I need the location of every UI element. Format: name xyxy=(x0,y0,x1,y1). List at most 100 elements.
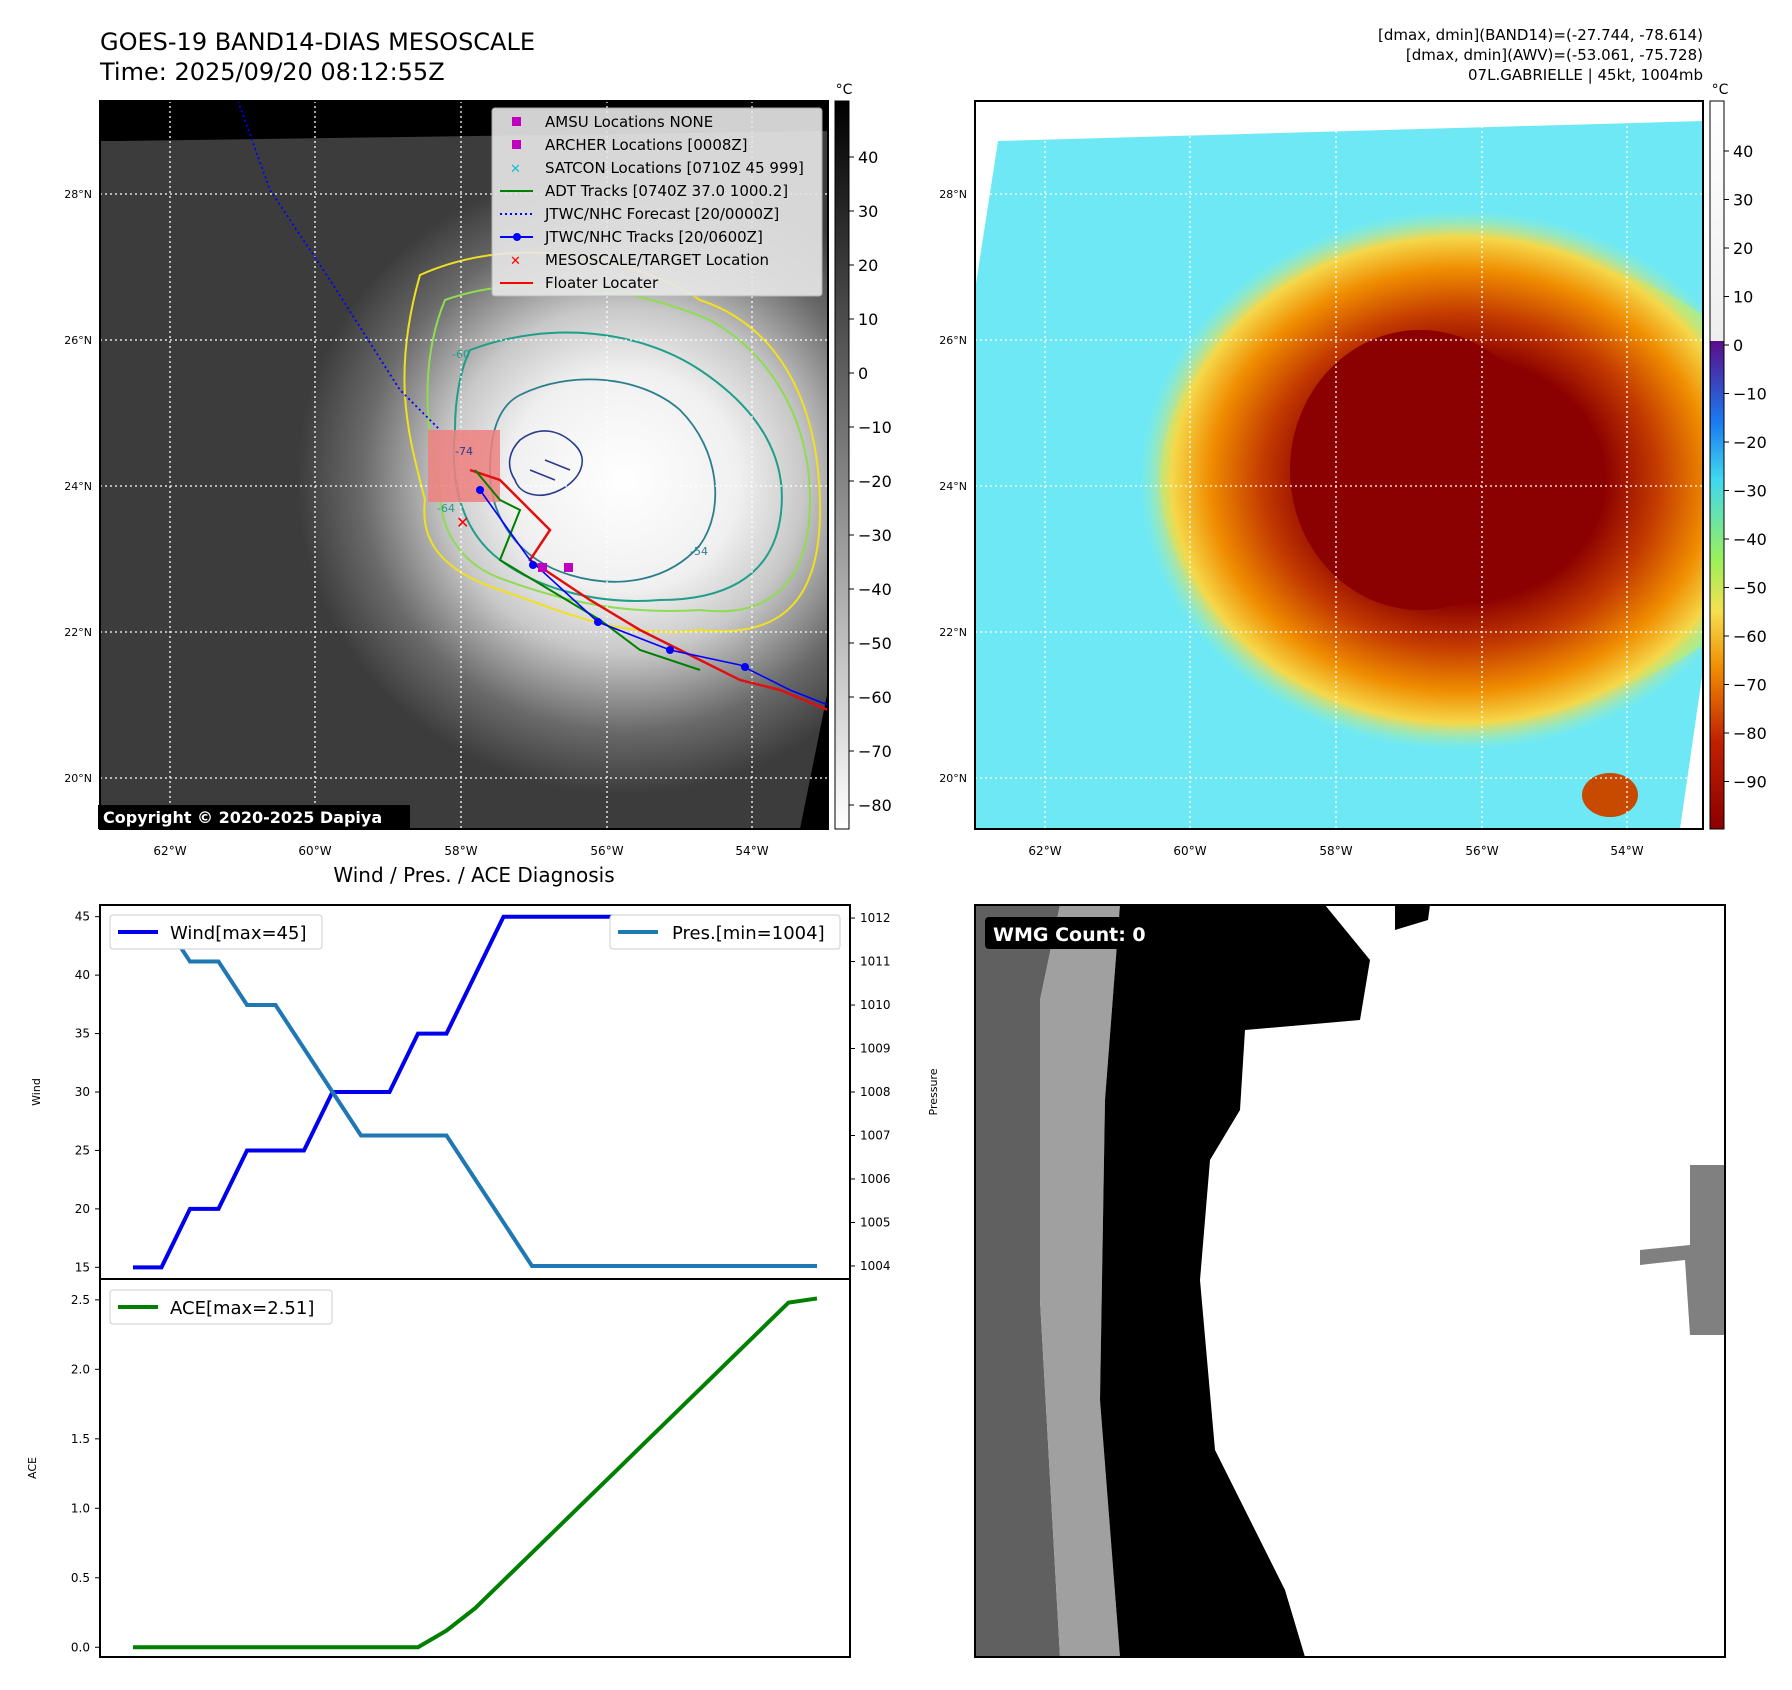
wmg-gray-patch xyxy=(1640,1165,1725,1335)
wind-tick-label: 40 xyxy=(75,968,90,982)
awv-lat-label: 22°N xyxy=(939,626,967,639)
legend-label: JTWC/NHC Tracks [20/0600Z] xyxy=(544,228,763,246)
awv-lat-label: 26°N xyxy=(939,334,967,347)
copyright-text: Copyright © 2020-2025 Dapiya xyxy=(103,808,382,827)
ir-lat-label: 24°N xyxy=(64,480,92,493)
ace-axis-label: ACE xyxy=(26,1457,39,1479)
contour-label: -64 xyxy=(437,502,455,515)
awv-colorbar-tick-label: −90 xyxy=(1733,773,1767,792)
legend-item: Floater Locater xyxy=(500,274,659,292)
legend-marker-dot xyxy=(513,233,521,241)
awv-colorbar xyxy=(1709,100,1725,830)
wind-pressure-chart: Wind Pressure 15 20 25 30 35 40 45 1004 1005 1006… xyxy=(30,904,940,1280)
mesoscale-target-marker: ✕ xyxy=(456,513,469,532)
awv-colorbar-tick-label: 30 xyxy=(1733,191,1753,210)
jtwc-track-point xyxy=(529,561,537,569)
pressure-tick-label: 1006 xyxy=(860,1172,891,1186)
ir-colorbar xyxy=(834,100,850,830)
ir-colorbar-tick-label: 40 xyxy=(858,148,878,167)
floater-locater-track xyxy=(469,468,828,712)
adt-track xyxy=(474,469,701,671)
jtwc-track-point xyxy=(594,618,602,626)
wmg-count-badge xyxy=(985,917,1173,949)
awv-map-frame xyxy=(974,100,1704,830)
jtwc-forecast-track xyxy=(237,101,441,431)
ir-lat-label: 26°N xyxy=(64,334,92,347)
ir-lon-label: 62°W xyxy=(153,844,186,858)
wmg-dark-gray-band xyxy=(975,905,1060,1657)
stats-awv: [dmax, dmin](AWV)=(-53.061, -75.728) xyxy=(1406,46,1703,64)
ir-lat-label: 22°N xyxy=(64,626,92,639)
awv-colorbar-tick-label: −30 xyxy=(1733,482,1767,501)
contour-label: -54 xyxy=(690,545,708,558)
ir-colorbar-tick-label: −60 xyxy=(858,688,892,707)
wind-tick-label: 30 xyxy=(75,1085,90,1099)
awv-colorbar-tick-label: 0 xyxy=(1733,336,1743,355)
legend-marker-square xyxy=(512,140,521,149)
awv-lat-label: 20°N xyxy=(939,772,967,785)
awv-colorbar-tick-label: −50 xyxy=(1733,579,1767,598)
wind-tick-label: 15 xyxy=(75,1260,90,1274)
wind-tick-label: 25 xyxy=(75,1143,90,1157)
awv-colorbar-tick-label: −80 xyxy=(1733,724,1767,743)
pressure-tick-label: 1010 xyxy=(860,998,891,1012)
awv-colorbar-unit: °C xyxy=(1712,82,1729,98)
awv-core xyxy=(1290,330,1550,610)
jtwc-track-point xyxy=(741,663,749,671)
floater-box xyxy=(428,430,500,502)
archer-location xyxy=(564,563,573,572)
legend-item: ADT Tracks [0740Z 37.0 1000.2] xyxy=(500,182,788,200)
wmg-black-band xyxy=(1100,905,1370,1657)
awv-lon-label: 56°W xyxy=(1465,844,1498,858)
awv-colorbar-tick-label: −70 xyxy=(1733,676,1767,695)
diagnosis-title: Wind / Pres. / ACE Diagnosis xyxy=(333,863,614,887)
wmg-light-gray-band xyxy=(1040,905,1120,1657)
wind-tick-label: 20 xyxy=(75,1202,90,1216)
legend-item: JTWC/NHC Tracks [20/0600Z] xyxy=(500,228,763,246)
legend-item: ARCHER Locations [0008Z] xyxy=(512,136,748,154)
ir-colorbar-tick-label: −10 xyxy=(858,418,892,437)
legend-item: ✕ MESOSCALE/TARGET Location xyxy=(510,251,769,269)
stats-band14: [dmax, dmin](BAND14)=(-27.744, -78.614) xyxy=(1378,26,1703,44)
ir-map-legend: AMSU Locations NONE ARCHER Locations [000… xyxy=(491,107,823,297)
ir-lon-label: 56°W xyxy=(590,844,623,858)
legend-label: Floater Locater xyxy=(545,274,659,292)
contour-label: -60 xyxy=(452,348,470,361)
ir-map-frame xyxy=(99,100,829,830)
ir-colorbar-unit: °C xyxy=(836,82,853,98)
ace-chart: ACE 0.0 0.5 1.0 1.5 2.0 2.5 ACE[max=2.51] xyxy=(26,1278,851,1658)
pressure-tick-label: 1009 xyxy=(860,1042,891,1056)
pressure-tick-label: 1008 xyxy=(860,1085,891,1099)
wmg-frame xyxy=(974,904,1726,1658)
legend-item: AMSU Locations NONE xyxy=(512,113,713,131)
pressure-tick-label: 1005 xyxy=(860,1215,891,1229)
contour-core xyxy=(508,430,584,496)
ir-colorbar-tick-label: −30 xyxy=(858,526,892,545)
awv-lon-label: 54°W xyxy=(1610,844,1643,858)
pressure-tick-label: 1004 xyxy=(860,1259,891,1273)
ir-colorbar-tick-label: 20 xyxy=(858,256,878,275)
legend-label: ARCHER Locations [0008Z] xyxy=(545,136,748,154)
ace-tick-label: 1.5 xyxy=(71,1432,90,1446)
awv-map-panel: 28°N 26°N 24°N 22°N 20°N 62°W 60°W 58°W 56°W 54°… xyxy=(939,82,1767,858)
ir-colorbar-tick-label: −20 xyxy=(858,472,892,491)
wind-tick-label: 35 xyxy=(75,1027,90,1041)
jtwc-track-point xyxy=(666,646,674,654)
ir-colorbar-tick-label: 10 xyxy=(858,310,878,329)
legend-label: ADT Tracks [0740Z 37.0 1000.2] xyxy=(545,182,788,200)
awv-map-grid xyxy=(975,101,1703,829)
legend-label: JTWC/NHC Forecast [20/0000Z] xyxy=(544,205,779,223)
ir-lat-label: 28°N xyxy=(64,188,92,201)
ace-tick-label: 0.0 xyxy=(71,1640,90,1654)
awv-colorbar-tick-label: −10 xyxy=(1733,385,1767,404)
contour-label: -74 xyxy=(455,445,473,458)
legend-marker-square xyxy=(512,117,521,126)
wind-tick-label: 45 xyxy=(75,910,90,924)
ir-lon-label: 60°W xyxy=(298,844,331,858)
wmg-black-fragment xyxy=(1395,905,1430,930)
legend-marker-x: ✕ xyxy=(510,254,521,269)
ir-map-grid xyxy=(100,101,828,829)
jtwc-track-point xyxy=(476,486,484,494)
pressure-tick-label: 1007 xyxy=(860,1128,891,1142)
